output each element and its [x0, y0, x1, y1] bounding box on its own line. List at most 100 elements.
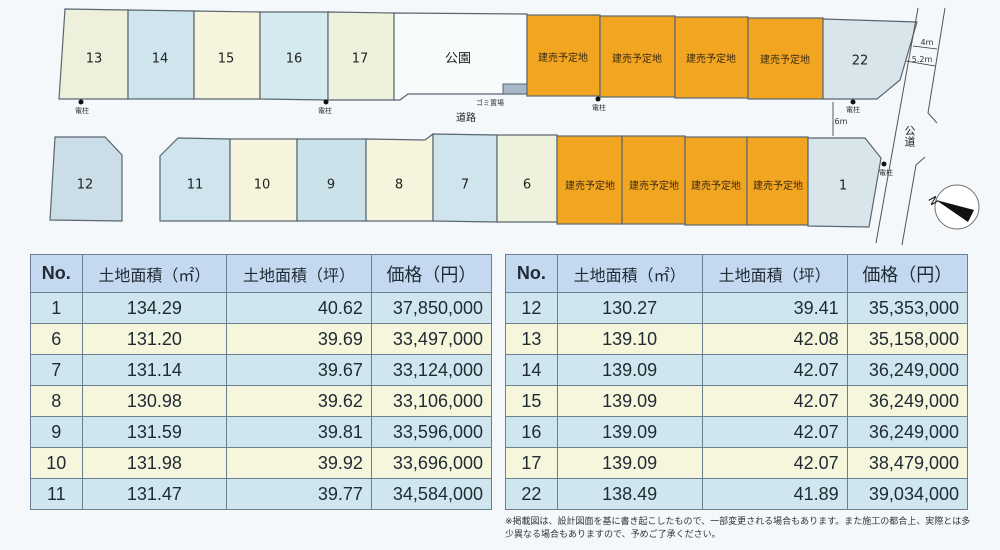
pole-label: 電柱: [592, 103, 606, 112]
area-tsubo-cell: 39.92: [226, 447, 372, 479]
north-compass-icon: N: [925, 184, 980, 230]
area-m2-cell: 139.09: [556, 354, 703, 386]
lot-label: 13: [86, 52, 103, 67]
dimension-label: 5.2m: [912, 55, 933, 64]
planned-lot[interactable]: [747, 17, 824, 100]
utility-pole-icon: [850, 99, 856, 105]
planned-lot[interactable]: [746, 136, 809, 226]
table-row: 8 130.98 39.62 33,106,000: [30, 385, 493, 417]
lot-label: 6: [523, 178, 531, 193]
lot-no-cell: 22: [505, 478, 558, 510]
area-m2-cell: 131.59: [81, 416, 228, 448]
table-row: 22 138.49 41.89 39,034,000: [505, 478, 969, 510]
header-area-tsubo: 土地面積（坪）: [701, 254, 848, 293]
lot-no-cell: 12: [505, 292, 558, 324]
lot-no-cell: 6: [30, 323, 83, 355]
price-cell: 33,596,000: [370, 416, 493, 448]
lot-label: 10: [254, 178, 271, 193]
public-road-edge: [875, 7, 919, 244]
lot-no-cell: 13: [505, 323, 558, 355]
planned-lot[interactable]: [674, 16, 749, 99]
utility-pole-icon: [881, 161, 887, 167]
area-tsubo-cell: 41.89: [701, 478, 848, 510]
planned-label: 建売予定地: [538, 51, 588, 64]
planned-lot[interactable]: [599, 15, 676, 98]
area-tsubo-cell: 39.41: [701, 292, 848, 324]
area-tsubo-cell: 39.77: [226, 478, 372, 510]
planned-lot[interactable]: [556, 135, 623, 225]
park[interactable]: [393, 12, 528, 101]
area-m2-cell: 139.09: [556, 385, 703, 417]
lot-no-cell: 10: [30, 447, 83, 479]
header-area-m2: 土地面積（㎡）: [81, 254, 228, 293]
area-tsubo-cell: 39.62: [226, 385, 372, 417]
planned-label: 建売予定地: [753, 179, 803, 192]
site-plan-map: 13 14 15 16 17 公園 ゴミ置場 道路 建売予定地 建売予定地 建売…: [49, 7, 980, 246]
price-cell: 35,158,000: [846, 323, 969, 355]
area-tsubo-cell: 42.07: [701, 354, 848, 386]
pole-label: 電柱: [75, 106, 89, 115]
planned-lot[interactable]: [526, 14, 601, 97]
area-m2-cell: 139.09: [556, 447, 703, 479]
price-cell: 33,497,000: [370, 323, 493, 355]
header-price: 価格（円）: [370, 254, 493, 293]
table-row: 7 131.14 39.67 33,124,000: [30, 354, 493, 386]
utility-pole-markers: [78, 96, 887, 167]
lot-22[interactable]: [822, 18, 918, 100]
pole-label: 電柱: [846, 105, 860, 114]
lot-no-cell: 7: [30, 354, 83, 386]
lot-1[interactable]: [807, 137, 882, 228]
planned-label: 建売予定地: [565, 179, 615, 192]
area-m2-cell: 130.27: [556, 292, 703, 324]
price-cell: 37,850,000: [370, 292, 493, 324]
price-cell: 36,249,000: [846, 416, 969, 448]
table-row: 11 131.47 39.77 34,584,000: [30, 478, 493, 510]
public-road-edge: [901, 156, 926, 246]
area-m2-cell: 131.14: [81, 354, 228, 386]
table-row: 1 134.29 40.62 37,850,000: [30, 292, 493, 324]
planned-label: 建売予定地: [629, 179, 679, 192]
price-cell: 33,106,000: [370, 385, 493, 417]
public-road-label: 公道: [903, 125, 916, 147]
table-row: 12 130.27 39.41 35,353,000: [505, 292, 969, 324]
lot-label: 16: [286, 52, 303, 67]
table-row: 16 139.09 42.07 36,249,000: [505, 416, 969, 448]
table-row: 6 131.20 39.69 33,497,000: [30, 323, 493, 355]
lot-11[interactable]: [159, 137, 231, 222]
table-row: 15 139.09 42.07 36,249,000: [505, 385, 969, 417]
price-table-left: No. 土地面積（㎡） 土地面積（坪） 価格（円） 1 134.29 40.62 37…: [30, 254, 493, 510]
area-tsubo-cell: 42.08: [701, 323, 848, 355]
area-tsubo-cell: 39.67: [226, 354, 372, 386]
dimension-4m: [912, 45, 938, 50]
header-area-tsubo: 土地面積（坪）: [226, 254, 372, 293]
lot-label: 9: [327, 178, 335, 193]
area-m2-cell: 134.29: [81, 292, 228, 324]
table-row: 14 139.09 42.07 36,249,000: [505, 354, 969, 386]
garbage-area: [502, 83, 528, 95]
price-cell: 39,034,000: [846, 478, 969, 510]
utility-pole-icon: [595, 96, 601, 102]
table-row: 10 131.98 39.92 33,696,000: [30, 447, 493, 479]
area-tsubo-cell: 42.07: [701, 416, 848, 448]
dimension-label: 6m: [835, 117, 848, 126]
planned-lot[interactable]: [621, 135, 686, 225]
area-tsubo-cell: 39.69: [226, 323, 372, 355]
lot-no-cell: 8: [30, 385, 83, 417]
lot-label: 15: [218, 52, 235, 67]
price-cell: 33,124,000: [370, 354, 493, 386]
public-road-edge: [927, 7, 946, 124]
table-row: 9 131.59 39.81 33,596,000: [30, 416, 493, 448]
utility-pole-icon: [78, 99, 84, 105]
lot-12[interactable]: [49, 136, 123, 222]
area-tsubo-cell: 39.81: [226, 416, 372, 448]
area-m2-cell: 138.49: [556, 478, 703, 510]
pole-label: 電柱: [879, 168, 893, 177]
table-row: 17 139.09 42.07 38,479,000: [505, 447, 969, 479]
table-row: 13 139.10 42.08 35,158,000: [505, 323, 969, 355]
lot-label: 22: [852, 54, 869, 69]
lot-label: 11: [187, 178, 204, 193]
lot-label: 12: [77, 178, 94, 193]
lot-no-cell: 9: [30, 416, 83, 448]
lot-no-cell: 14: [505, 354, 558, 386]
price-cell: 36,249,000: [846, 354, 969, 386]
